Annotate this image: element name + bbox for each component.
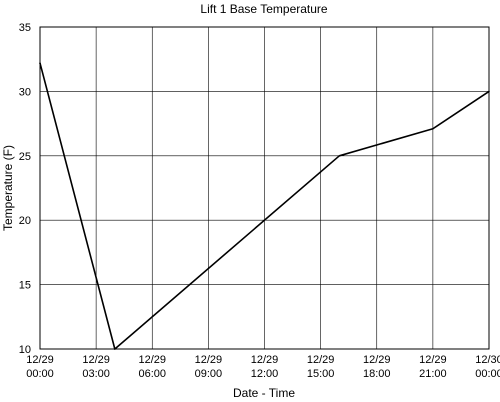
- y-tick-label: 35: [19, 22, 31, 34]
- x-tick-label: 12/29 15:00: [307, 354, 335, 380]
- data-point: [338, 155, 341, 157]
- x-tick-label: 12/29 00:00: [26, 354, 54, 380]
- x-tick-time: 00:00: [475, 368, 500, 380]
- y-tick-label: 30: [19, 86, 31, 98]
- x-tick-time: 00:00: [26, 368, 54, 380]
- x-tick-time: 06:00: [138, 368, 166, 380]
- data-point: [39, 62, 41, 64]
- chart-title: Lift 1 Base Temperature: [200, 2, 328, 16]
- x-tick-label: 12/30 00:00: [475, 354, 500, 380]
- data-point: [432, 127, 434, 130]
- x-tick-date: 12/29: [138, 354, 166, 366]
- series-layer: [39, 62, 490, 350]
- y-axis: 10 15 20 25 30 35: [19, 22, 31, 356]
- x-tick-date: 12/29: [195, 354, 223, 366]
- x-tick-label: 12/29 12:00: [251, 354, 279, 380]
- grid: [39, 26, 490, 350]
- x-tick-date: 12/29: [26, 354, 54, 366]
- y-tick-label: 20: [19, 215, 31, 227]
- data-point: [488, 90, 490, 93]
- y-tick-label: 10: [19, 344, 31, 356]
- x-tick-time: 15:00: [307, 368, 335, 380]
- x-tick-date: 12/29: [419, 354, 447, 366]
- x-tick-time: 18:00: [363, 368, 391, 380]
- data-point: [114, 348, 116, 350]
- x-tick-label: 12/29 18:00: [363, 354, 391, 380]
- y-axis-title: Temperature (F): [1, 145, 15, 231]
- x-axis-title: Date - Time: [233, 386, 295, 400]
- x-tick-label: 12/29 03:00: [82, 354, 110, 380]
- x-tick-date: 12/29: [363, 354, 391, 366]
- x-axis: 12/29 00:00 12/29 03:00 12/29 06:00 12/29 09:00…: [26, 354, 500, 380]
- x-tick-date: 12/29: [307, 354, 335, 366]
- x-tick-label: 12/29 09:00: [195, 354, 223, 380]
- x-tick-label: 12/29 21:00: [419, 354, 447, 380]
- y-tick-label: 15: [19, 280, 31, 292]
- x-tick-time: 09:00: [195, 368, 223, 380]
- x-tick-label: 12/29 06:00: [138, 354, 166, 380]
- x-tick-date: 12/30: [475, 354, 500, 366]
- y-tick-label: 25: [19, 151, 31, 163]
- x-tick-time: 03:00: [82, 368, 110, 380]
- x-tick-date: 12/29: [82, 354, 110, 366]
- x-tick-date: 12/29: [251, 354, 279, 366]
- x-tick-time: 12:00: [251, 368, 279, 380]
- x-tick-time: 21:00: [419, 368, 447, 380]
- plot-frame: [39, 26, 490, 350]
